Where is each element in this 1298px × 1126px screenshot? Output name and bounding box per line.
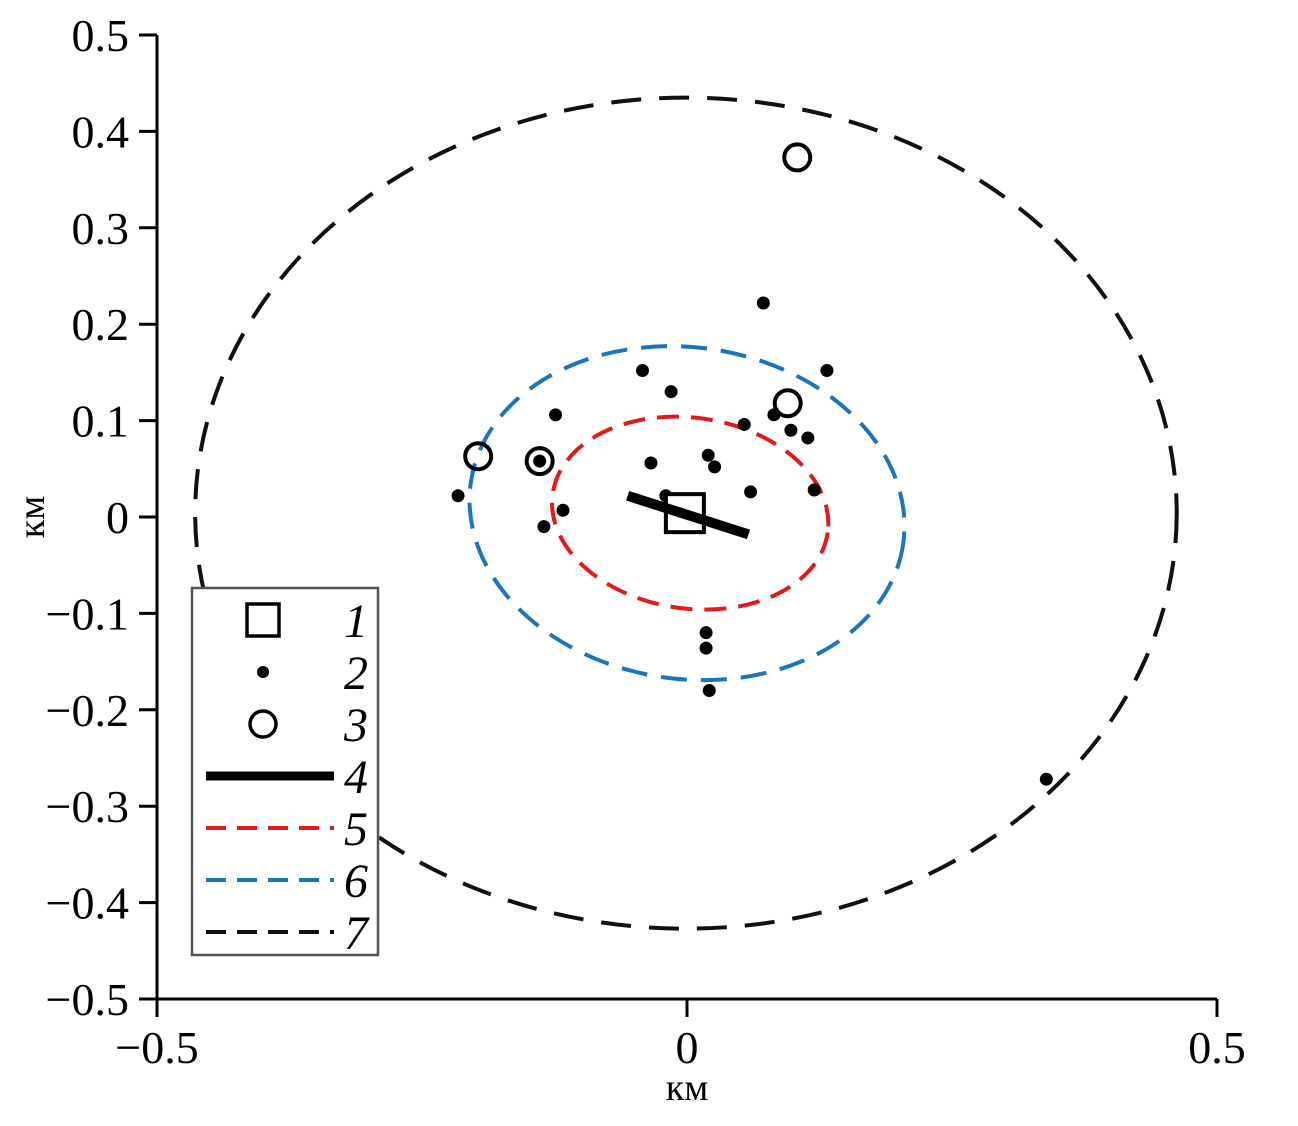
small-event-dot xyxy=(744,485,758,499)
large-event-circle xyxy=(782,142,813,173)
y-tick-label: 0.2 xyxy=(72,299,130,350)
small-event-dot xyxy=(664,385,678,399)
legend-label: 1 xyxy=(344,595,368,648)
small-event-dot xyxy=(699,626,713,640)
legend-label: 6 xyxy=(344,855,368,908)
small-event-dot xyxy=(807,483,821,497)
markers xyxy=(451,142,1053,786)
small-event-dot xyxy=(820,363,834,377)
y-tick-label: 0.4 xyxy=(72,106,130,157)
large-event-circle xyxy=(524,446,555,477)
legend-symbol-dot xyxy=(257,666,269,678)
y-tick-label: −0.1 xyxy=(46,588,129,639)
small-event-dot xyxy=(756,296,770,310)
inner-contour-ellipse xyxy=(550,414,831,612)
small-event-dot xyxy=(644,456,658,470)
y-tick-label: −0.4 xyxy=(46,878,129,929)
small-event-dot xyxy=(701,448,715,462)
legend-label: 2 xyxy=(344,647,368,700)
large-event-circle xyxy=(772,388,803,419)
y-tick-label: −0.3 xyxy=(46,781,129,832)
legend-symbol-open-circle xyxy=(248,709,278,739)
y-tick-label: −0.5 xyxy=(46,974,129,1025)
small-event-dot xyxy=(708,460,722,474)
contours xyxy=(193,95,1179,931)
x-tick-label: 0 xyxy=(676,1022,699,1073)
legend-label: 5 xyxy=(344,803,368,856)
small-event-dot xyxy=(702,684,716,698)
middle-contour-ellipse xyxy=(467,344,907,683)
x-tick-label: 0.5 xyxy=(1188,1022,1246,1073)
large-event-circle xyxy=(463,441,494,472)
small-event-dot xyxy=(451,489,465,503)
legend-label: 4 xyxy=(344,751,368,804)
y-tick-label: 0.5 xyxy=(72,10,130,61)
y-axis-label: км xyxy=(11,496,53,539)
small-event-dot xyxy=(635,363,649,377)
small-event-dot xyxy=(537,520,551,534)
axes: 0.5 0.4 0.3 0.2 0.1 0 −0.1 −0.2 −0.3 −0.4 −0.5−0.5… xyxy=(11,10,1246,1109)
y-tick-label: 0.3 xyxy=(72,203,130,254)
x-axis-label: км xyxy=(666,1067,709,1109)
small-event-dot xyxy=(784,423,798,437)
fault-segment-line xyxy=(626,491,750,540)
legend-label: 3 xyxy=(343,699,368,752)
outer-contour-ellipse xyxy=(193,95,1179,931)
x-tick-label: −0.5 xyxy=(115,1022,198,1073)
y-tick-label: −0.2 xyxy=(46,685,129,736)
y-tick-label: 0 xyxy=(106,492,129,543)
legend-label: 7 xyxy=(344,907,370,960)
small-event-dot xyxy=(556,503,570,517)
y-tick-label: 0.1 xyxy=(72,396,130,447)
small-event-dot xyxy=(549,408,563,422)
legend-symbol-open-square xyxy=(245,602,281,638)
small-event-dot xyxy=(699,641,713,655)
small-event-dot xyxy=(801,431,815,445)
small-event-dot xyxy=(533,454,547,468)
small-event-dot xyxy=(737,417,751,431)
small-event-dot xyxy=(1039,772,1053,786)
